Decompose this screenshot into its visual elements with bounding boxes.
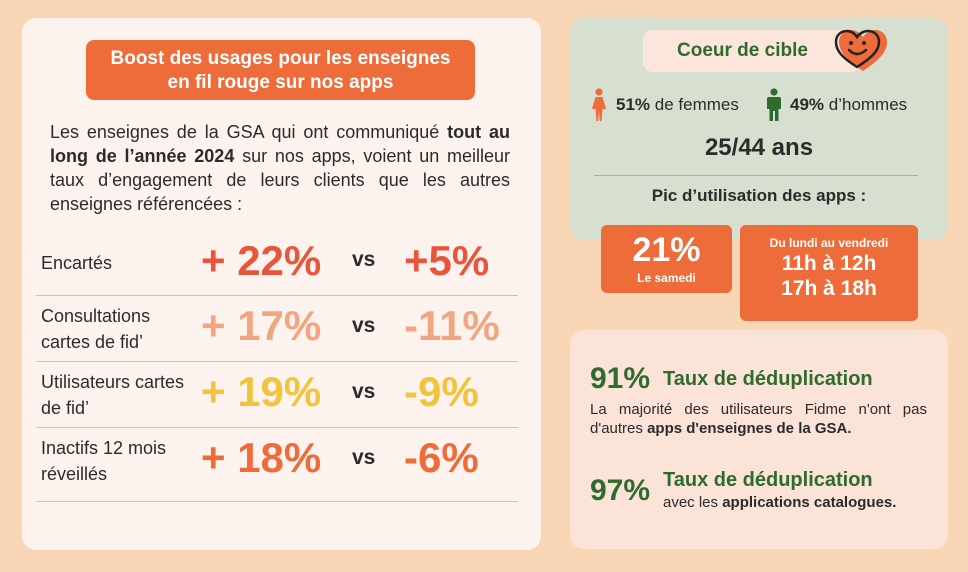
intro-text-bold: tout au long de l’année 2024 [50,122,510,166]
peak-usage-title: Pic d’utilisation des apps : [651,186,867,205]
stat-gsa-value: + 18% [201,434,322,481]
weekday-label: Du lundi au vendredi [769,236,889,250]
dedup-text-2-bold: applications catalogues. [722,494,897,511]
age-range: 25/44 ans [704,134,814,161]
woman-icon [592,88,606,121]
smiling-heart-icon [834,29,887,71]
dedup-text-2: avec les applications catalogues. [663,493,943,512]
stat-row-inactifs: Inactifs 12 mois réveillés + 18% vs -6% [36,428,518,502]
man-icon [767,88,781,121]
dedup-pct-1: 91% [590,362,651,395]
stat-gsa-value: + 17% [201,302,322,349]
dedup-text-1-bold: apps d'enseignes de la GSA. [647,420,852,437]
saturday-peak-box: 21% Le samedi [601,225,732,293]
stat-label: Encartés [41,253,113,273]
dedup-title-2: Taux de déduplication [663,469,873,491]
man-icon-shape [767,88,781,121]
stat-other-value: +5% [404,237,490,284]
men-stat: 49% d’hommes [790,88,907,122]
row-divider [36,501,518,502]
woman-icon-shape [592,88,606,121]
men-label: d’hommes [824,95,908,114]
stat-vs: vs [352,446,376,469]
intro-text-2: sur nos apps, voient un meilleur taux d’… [50,146,510,214]
target-divider [594,175,918,176]
dedup-text-1: La majorité des utilisateurs Fidme n'ont… [590,400,927,438]
stat-other-value: -9% [404,368,479,415]
row-divider [36,361,518,362]
row-divider [36,295,518,296]
stat-other-value: -11% [404,302,500,349]
dedup-title-1: Taux de déduplication [663,368,873,390]
stat-label: Utilisateurs cartes de fid’ [41,372,185,418]
headline-line-1: Boost des usages pour les enseignes [110,48,451,69]
women-pct: 51% [616,95,651,114]
women-stat: 51% de femmes [616,88,739,122]
row-divider [36,427,518,428]
stat-row-consultations: Consultations cartes de fid’ + 17% vs -1… [36,296,518,362]
usage-boost-headline: Boost des usages pour les enseignes en f… [86,40,475,100]
stat-row-utilisateurs: Utilisateurs cartes de fid’ + 19% vs -9% [36,362,518,428]
stat-label: Consultations cartes de fid’ [41,306,151,352]
stat-other-value: -6% [404,434,479,481]
stat-row-encartes: Encartés + 22% vs +5% [36,230,518,296]
stat-vs: vs [352,380,376,403]
usage-boost-panel [22,18,541,550]
core-target-title: Coeur de cible [643,30,861,72]
women-label: de femmes [650,95,739,114]
saturday-label: Le samedi [637,271,696,285]
deduplication-panel [570,330,948,549]
stat-gsa-value: + 19% [201,368,322,415]
men-pct: 49% [790,95,825,114]
weekday-peak-box: Du lundi au vendredi 11h à 12h 17h à 18h [740,225,918,321]
weekday-slot-1: 11h à 12h [781,252,877,275]
dedup-pct-2: 97% [590,474,651,507]
saturday-pct: 21% [632,231,701,269]
stat-gsa-value: + 22% [201,237,322,284]
dedup-text-2-part: avec les [663,494,723,511]
intro-paragraph: Les enseignes de la GSA qui ont communiq… [50,120,510,216]
intro-text-1: Les enseignes de la GSA qui ont communiq… [50,122,448,142]
dedup-text-1-part: La majorité des utilisateurs Fidme n'ont… [590,401,927,437]
stat-vs: vs [352,314,376,337]
headline-line-2: en fil rouge sur nos apps [167,72,394,93]
stat-label: Inactifs 12 mois réveillés [41,438,167,484]
stat-vs: vs [352,248,376,271]
weekday-slot-2: 17h à 18h [781,277,877,300]
